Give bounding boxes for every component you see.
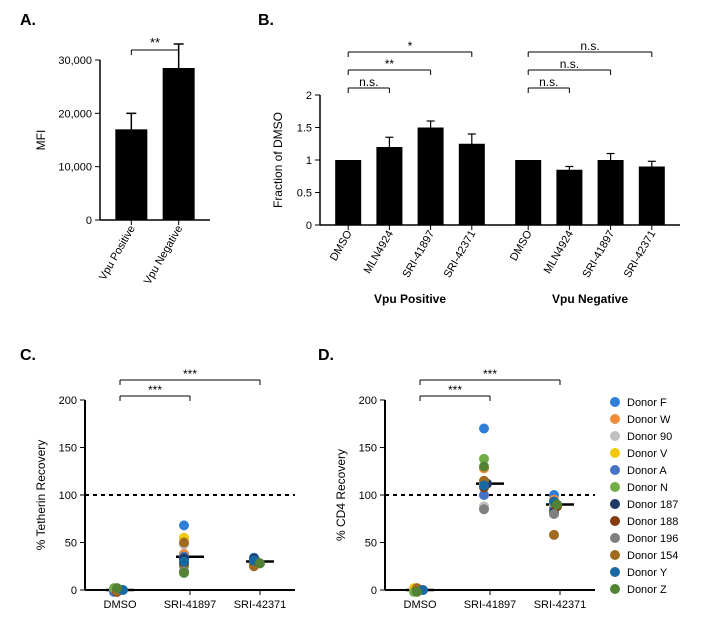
svg-text:100: 100 bbox=[359, 490, 377, 502]
svg-text:SRI-42371: SRI-42371 bbox=[534, 599, 587, 611]
svg-text:D.: D. bbox=[318, 347, 334, 364]
svg-text:*: * bbox=[408, 39, 413, 53]
svg-text:Donor V: Donor V bbox=[627, 448, 668, 460]
svg-text:DMSO: DMSO bbox=[104, 599, 137, 611]
svg-text:n.s.: n.s. bbox=[580, 39, 599, 53]
svg-text:SRI-41897: SRI-41897 bbox=[581, 229, 618, 281]
svg-text:0: 0 bbox=[86, 215, 92, 227]
svg-text:10,000: 10,000 bbox=[58, 162, 92, 174]
svg-text:**: ** bbox=[150, 35, 160, 50]
svg-text:20,000: 20,000 bbox=[58, 108, 92, 120]
svg-text:SRI-41897: SRI-41897 bbox=[164, 599, 217, 611]
svg-text:% Tetherin Recovery: % Tetherin Recovery bbox=[34, 440, 48, 551]
svg-text:***: *** bbox=[183, 367, 197, 381]
svg-text:Donor 196: Donor 196 bbox=[627, 533, 678, 545]
svg-text:0: 0 bbox=[306, 220, 312, 232]
svg-text:Donor 187: Donor 187 bbox=[627, 499, 678, 511]
svg-text:C.: C. bbox=[20, 347, 36, 364]
svg-text:A.: A. bbox=[20, 12, 36, 29]
svg-text:Vpu Positive: Vpu Positive bbox=[374, 292, 446, 306]
svg-text:n.s.: n.s. bbox=[359, 75, 378, 89]
svg-text:Donor F: Donor F bbox=[627, 397, 667, 409]
svg-text:DMSO: DMSO bbox=[404, 599, 437, 611]
svg-text:1: 1 bbox=[306, 155, 312, 167]
svg-text:100: 100 bbox=[59, 490, 77, 502]
svg-text:% CD4 Recovery: % CD4 Recovery bbox=[334, 449, 348, 541]
svg-text:Vpu Positive: Vpu Positive bbox=[97, 224, 138, 283]
svg-text:Fraction of DMSO: Fraction of DMSO bbox=[271, 112, 285, 208]
figure-svg: A.010,00020,00030,000MFIVpu PositiveVpu … bbox=[0, 0, 716, 639]
svg-text:50: 50 bbox=[65, 538, 77, 550]
svg-text:SRI-42371: SRI-42371 bbox=[622, 229, 659, 281]
svg-text:SRI-42371: SRI-42371 bbox=[442, 229, 479, 281]
svg-text:Vpu Negative: Vpu Negative bbox=[142, 224, 185, 287]
svg-text:2: 2 bbox=[306, 90, 312, 102]
svg-text:Donor Y: Donor Y bbox=[627, 567, 668, 579]
svg-text:SRI-42371: SRI-42371 bbox=[234, 599, 287, 611]
svg-text:DMSO: DMSO bbox=[508, 228, 535, 263]
svg-text:200: 200 bbox=[359, 395, 377, 407]
svg-text:50: 50 bbox=[365, 538, 377, 550]
svg-text:0: 0 bbox=[71, 585, 77, 597]
svg-text:MFI: MFI bbox=[34, 130, 48, 151]
svg-text:Donor 188: Donor 188 bbox=[627, 516, 678, 528]
svg-text:Donor A: Donor A bbox=[627, 465, 667, 477]
svg-text:n.s.: n.s. bbox=[539, 75, 558, 89]
svg-text:Donor Z: Donor Z bbox=[627, 584, 667, 596]
svg-text:B.: B. bbox=[258, 12, 274, 29]
svg-text:200: 200 bbox=[59, 395, 77, 407]
svg-text:1.5: 1.5 bbox=[297, 123, 312, 135]
svg-text:n.s.: n.s. bbox=[560, 57, 579, 71]
svg-text:MLN4924: MLN4924 bbox=[362, 229, 396, 276]
svg-text:Vpu Negative: Vpu Negative bbox=[552, 292, 628, 306]
svg-text:150: 150 bbox=[59, 443, 77, 455]
svg-text:0: 0 bbox=[371, 585, 377, 597]
svg-text:Donor W: Donor W bbox=[627, 414, 671, 426]
svg-text:***: *** bbox=[483, 367, 497, 381]
svg-text:**: ** bbox=[385, 57, 395, 71]
svg-text:DMSO: DMSO bbox=[328, 228, 355, 263]
svg-text:150: 150 bbox=[359, 443, 377, 455]
svg-text:Donor 90: Donor 90 bbox=[627, 431, 672, 443]
svg-text:SRI-41897: SRI-41897 bbox=[401, 229, 438, 281]
svg-text:0.5: 0.5 bbox=[297, 188, 312, 200]
svg-text:30,000: 30,000 bbox=[58, 55, 92, 67]
svg-text:Donor N: Donor N bbox=[627, 482, 668, 494]
svg-text:MLN4924: MLN4924 bbox=[542, 229, 576, 276]
svg-text:Donor 154: Donor 154 bbox=[627, 550, 678, 562]
svg-text:***: *** bbox=[448, 383, 462, 397]
svg-text:***: *** bbox=[148, 383, 162, 397]
svg-text:SRI-41897: SRI-41897 bbox=[464, 599, 517, 611]
